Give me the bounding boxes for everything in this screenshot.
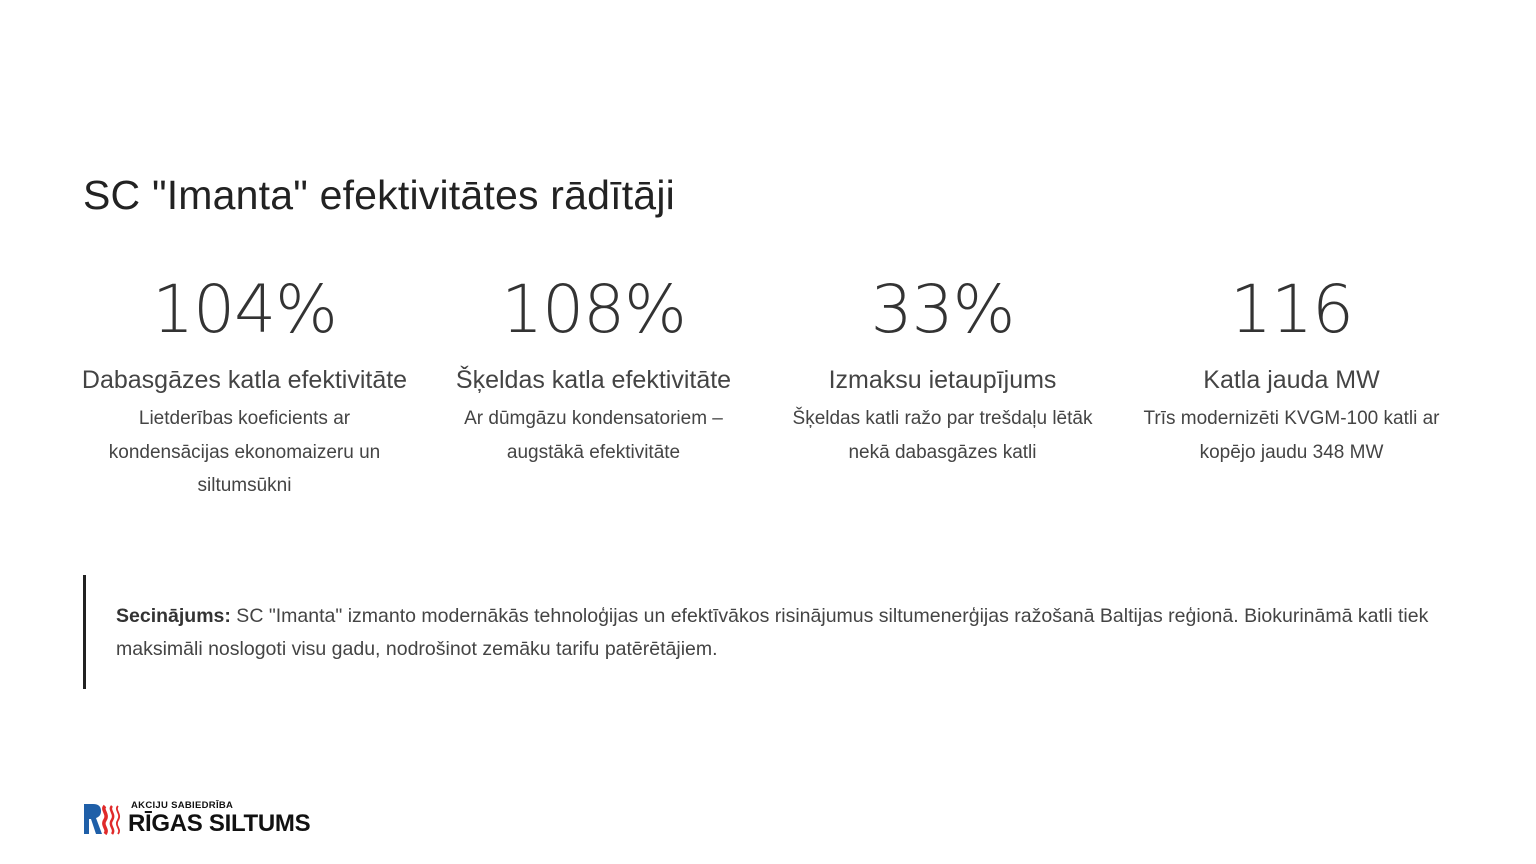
stat-label: Šķeldas katla efektivitāte bbox=[455, 366, 732, 394]
company-logo: AKCIJU SABIEDRĪBA RĪGAS SILTUMS bbox=[83, 800, 328, 838]
stat-description: Šķeldas katli ražo par trešdaļu lētāk ne… bbox=[792, 408, 1093, 463]
stat-value: 116 bbox=[1230, 271, 1354, 348]
stat-value: 108% bbox=[501, 271, 687, 348]
stat-value: 33% bbox=[870, 271, 1016, 348]
stats-row: 104% Dabasgāzes katla efektivitāte Lietd… bbox=[70, 268, 1466, 503]
stat-card: 108% Šķeldas katla efektivitāte Ar dūmgā… bbox=[419, 268, 768, 503]
stat-label: Katla jauda MW bbox=[1203, 366, 1380, 394]
page-title: SC "Imanta" efektivitātes rādītāji bbox=[83, 172, 675, 218]
conclusion-text: SC "Imanta" izmanto modernākās tehnoloģi… bbox=[116, 605, 1429, 660]
logo-subtitle: AKCIJU SABIEDRĪBA bbox=[131, 800, 234, 811]
stat-label: Dabasgāzes katla efektivitāte bbox=[81, 366, 408, 394]
stat-description: Ar dūmgāzu kondensatoriem – augstākā efe… bbox=[464, 408, 723, 463]
stat-card: 33% Izmaksu ietaupījums Šķeldas katli ra… bbox=[768, 268, 1117, 503]
stat-description: Lietderības koeficients ar kondensācijas… bbox=[108, 408, 381, 496]
stat-label: Izmaksu ietaupījums bbox=[828, 366, 1057, 394]
stat-description: Trīs modernizēti KVGM-100 katli ar kopēj… bbox=[1143, 408, 1440, 463]
stat-value: 104% bbox=[152, 271, 338, 348]
stat-card: 116 Katla jauda MW Trīs modernizēti KVGM… bbox=[1117, 268, 1466, 503]
conclusion-callout: Secinājums: SC "Imanta" izmanto modernāk… bbox=[83, 575, 1453, 689]
stat-card: 104% Dabasgāzes katla efektivitāte Lietd… bbox=[70, 268, 419, 503]
logo-name: RĪGAS SILTUMS bbox=[128, 810, 311, 837]
rs-logo-mark-icon bbox=[84, 804, 121, 836]
conclusion-lead: Secinājums: bbox=[116, 605, 231, 627]
